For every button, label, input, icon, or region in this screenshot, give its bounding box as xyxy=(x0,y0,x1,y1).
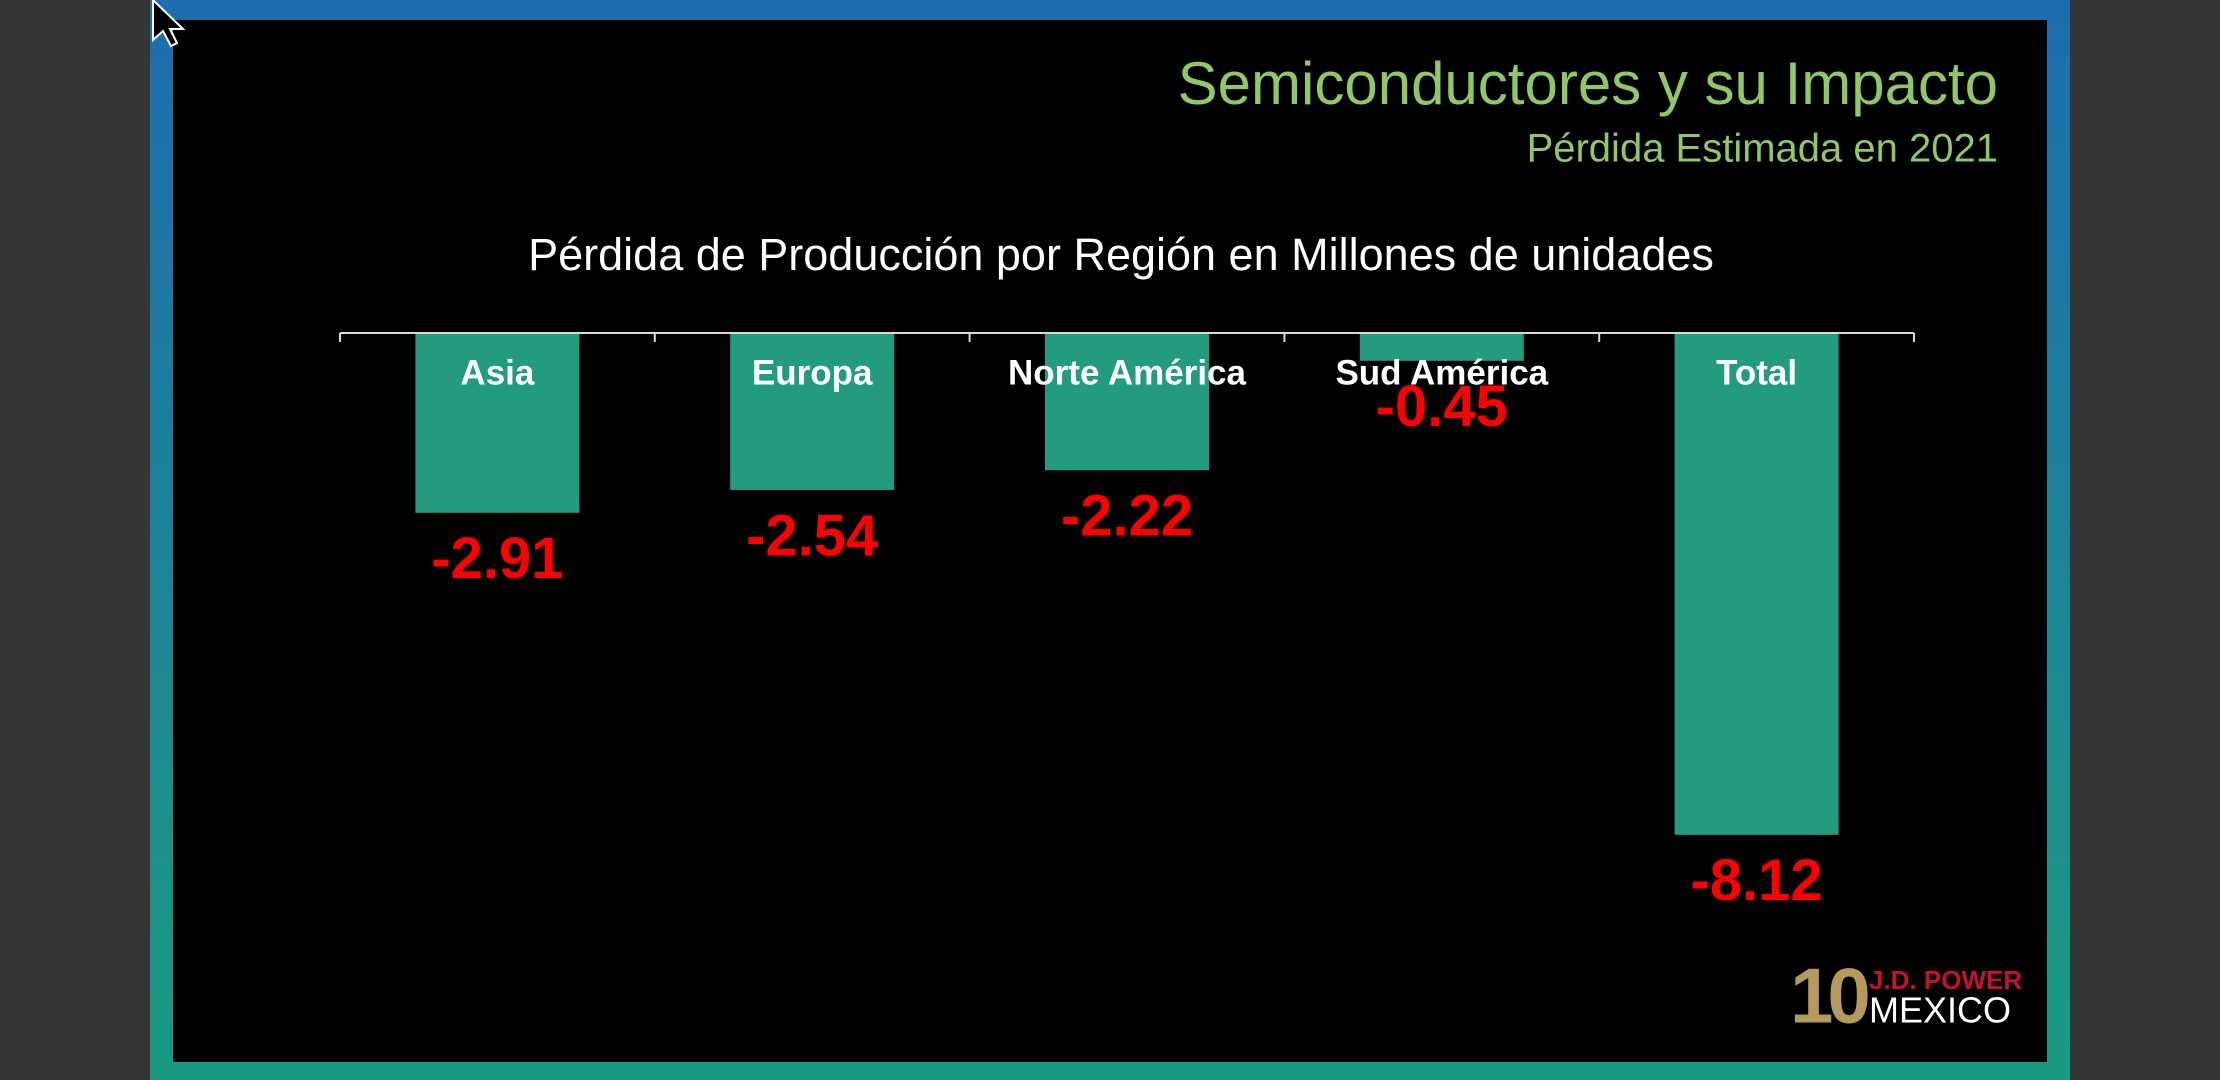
x-tick-label: Asia xyxy=(460,353,534,392)
bar xyxy=(1674,333,1839,835)
bar xyxy=(1359,333,1524,361)
chart-title: Pérdida de Producción por Región en Mill… xyxy=(528,229,1714,280)
value-label: -8.12 xyxy=(1690,848,1822,913)
slide-title: Semiconductores y su Impacto xyxy=(1178,50,1998,117)
value-label: -2.54 xyxy=(746,503,878,568)
logo-brand: J.D. POWER xyxy=(1869,965,2022,995)
value-label: -0.45 xyxy=(1376,374,1508,439)
bar xyxy=(1045,333,1209,471)
x-tick-label: Total xyxy=(1716,353,1797,392)
slide-subtitle: Pérdida Estimada en 2021 xyxy=(1527,127,1998,171)
x-tick-label: Sud América xyxy=(1335,353,1548,392)
x-tick-label: Norte América xyxy=(1008,353,1246,392)
logo-number: 10 xyxy=(1790,952,1868,1040)
bar xyxy=(415,333,580,513)
logo-country: MEXICO xyxy=(1869,990,2011,1031)
x-tick-label: Europa xyxy=(752,353,873,392)
value-label: -2.91 xyxy=(431,526,563,591)
value-label: -2.22 xyxy=(1061,484,1193,549)
bar xyxy=(730,333,895,490)
mouse-cursor xyxy=(152,0,186,48)
logo: 10 J.D. POWER MEXICO xyxy=(1790,952,2022,1040)
